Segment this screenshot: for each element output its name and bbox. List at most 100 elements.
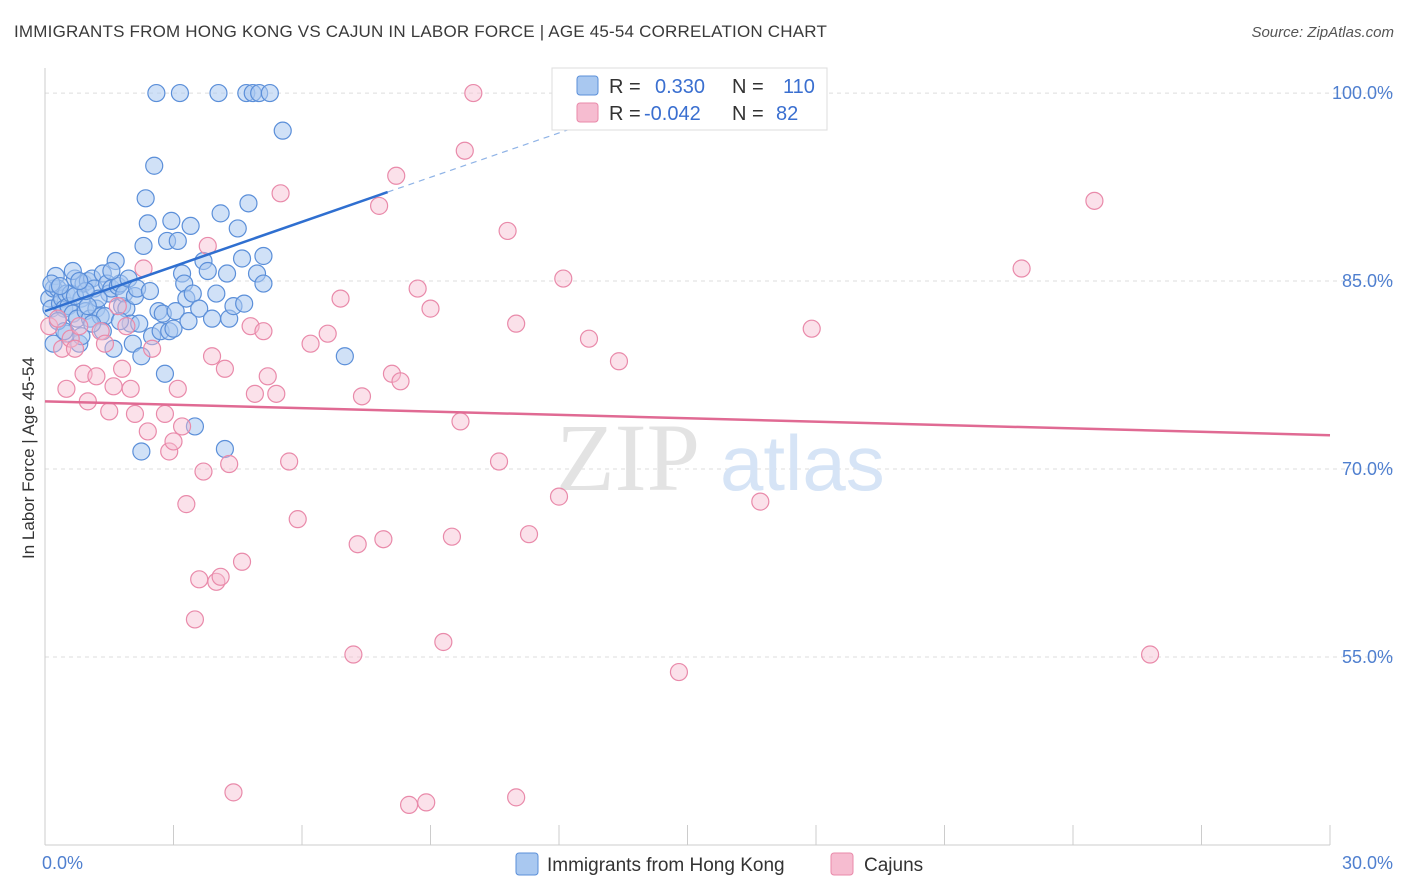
hong-kong-point-68 (190, 299, 209, 318)
hong-kong-point-74 (211, 204, 230, 223)
cajun-point-44 (280, 452, 299, 471)
hong-kong-point-42 (132, 442, 151, 461)
hong-kong-point-76 (217, 264, 237, 283)
cajun-point-40 (254, 322, 273, 341)
hong-kong-point-67 (185, 417, 205, 436)
cajun-point-9 (87, 367, 106, 386)
legend-r-value-2: -0.042 (644, 103, 701, 125)
x-tick-labels: 0.0% 30.0% (42, 853, 1393, 873)
cajun-point-48 (331, 289, 350, 308)
cajun-point-43 (271, 184, 290, 203)
cajun-point-61 (434, 632, 453, 652)
hong-kong-point-81 (235, 294, 254, 313)
cajun-point-74 (609, 352, 629, 371)
cajun-point-33 (211, 567, 230, 586)
cajun-point-55 (387, 166, 406, 185)
trend-lines (44, 117, 1331, 437)
hong-kong-point-101 (335, 347, 354, 366)
cajun-point-19 (138, 422, 157, 441)
hong-kong-point-65 (181, 216, 200, 236)
cajun-point-57 (399, 795, 419, 814)
cajun-point-28 (190, 570, 209, 589)
hong-kong-point-58 (166, 302, 185, 321)
cajun-point-65 (464, 83, 483, 103)
cajun-point-62 (442, 527, 462, 546)
hong-kong-point-53 (155, 364, 175, 383)
hong-kong-point-75 (215, 439, 234, 459)
axes (44, 68, 1331, 846)
hong-kong-point-59 (168, 231, 187, 251)
cajun-point-73 (579, 329, 599, 348)
legend-r-value-1: 0.330 (655, 76, 705, 98)
hong-kong-point-45 (138, 214, 157, 233)
hong-kong-point-60 (170, 83, 190, 103)
hong-kong-point-48 (145, 156, 164, 175)
cajun-point-29 (194, 462, 213, 481)
legend-label-cajuns: Cajuns (864, 855, 923, 876)
cajun-point-45 (288, 510, 307, 529)
cajun-point-59 (417, 793, 436, 812)
cajun-point-31 (202, 347, 222, 366)
y-tick-label-0: 100.0% (1332, 83, 1393, 103)
cajun-point-3 (57, 379, 76, 398)
hong-kong-point-56 (162, 211, 181, 230)
cajun-point-27 (185, 610, 205, 629)
y-tick-label-1: 85.0% (1342, 271, 1393, 291)
cajun-point-60 (421, 299, 440, 318)
hong-kong-point-87 (254, 246, 273, 266)
cajun-point-35 (220, 454, 239, 474)
hong-kong-point-44 (136, 189, 155, 208)
y-tick-label-3: 55.0% (1342, 647, 1393, 667)
cajun-point-21 (155, 404, 175, 423)
cajun-point-53 (374, 530, 393, 549)
hong-kong-point-43 (134, 236, 153, 256)
legend-n-value-1: 110 (783, 76, 815, 98)
cajun-point-26 (177, 495, 196, 514)
cajun-point-71 (549, 487, 569, 506)
cajun-point-50 (348, 535, 367, 554)
legend-swatch-hong-kong (515, 852, 539, 876)
series-hong-kong-points (40, 83, 354, 461)
hong-kong-point-105 (102, 261, 121, 281)
cajun-point-51 (352, 387, 372, 406)
cajun-point-16 (121, 379, 140, 398)
cajun-point-37 (232, 552, 252, 571)
cajun-point-34 (215, 359, 234, 378)
watermark-atlas: atlas (720, 419, 885, 507)
hong-kong-point-66 (183, 284, 202, 303)
hong-kong-point-108 (50, 276, 70, 296)
cajun-point-41 (258, 367, 277, 386)
cajun-point-56 (391, 372, 410, 391)
cajun-point-78 (1012, 259, 1031, 278)
cajun-point-66 (489, 452, 509, 471)
cajun-point-13 (108, 297, 127, 316)
trend-line-hong-kong (44, 190, 389, 313)
hong-kong-point-89 (273, 121, 292, 140)
hong-kong-point-64 (179, 312, 198, 331)
cajun-point-63 (451, 412, 470, 431)
hong-kong-point-79 (228, 219, 247, 238)
hong-kong-point-71 (202, 309, 222, 328)
correlation-legend: R = 0.330 N = 110 R = -0.042 N = 82 (551, 67, 828, 131)
hong-kong-point-73 (209, 83, 228, 103)
chart-title: IMMIGRANTS FROM HONG KONG VS CAJUN IN LA… (14, 22, 828, 41)
hong-kong-point-70 (198, 261, 217, 281)
cajun-point-25 (172, 417, 192, 436)
legend-r-label-2: R = (609, 103, 641, 125)
cajun-point-70 (519, 525, 539, 544)
cajun-point-64 (455, 141, 474, 160)
legend-n-value-2: 82 (776, 103, 798, 125)
cajun-point-81 (95, 334, 115, 353)
cajun-point-15 (117, 317, 136, 336)
hong-kong-point-29 (104, 339, 123, 358)
cajun-point-72 (554, 269, 573, 288)
cajun-point-69 (507, 314, 526, 333)
legend-swatch-cajuns (830, 852, 854, 876)
hong-kong-point-97 (44, 334, 63, 353)
hong-kong-point-83 (239, 194, 258, 213)
cajun-point-67 (498, 221, 517, 241)
cajun-point-24 (168, 379, 187, 398)
cajun-point-5 (65, 339, 85, 358)
hong-kong-point-94 (78, 297, 97, 316)
